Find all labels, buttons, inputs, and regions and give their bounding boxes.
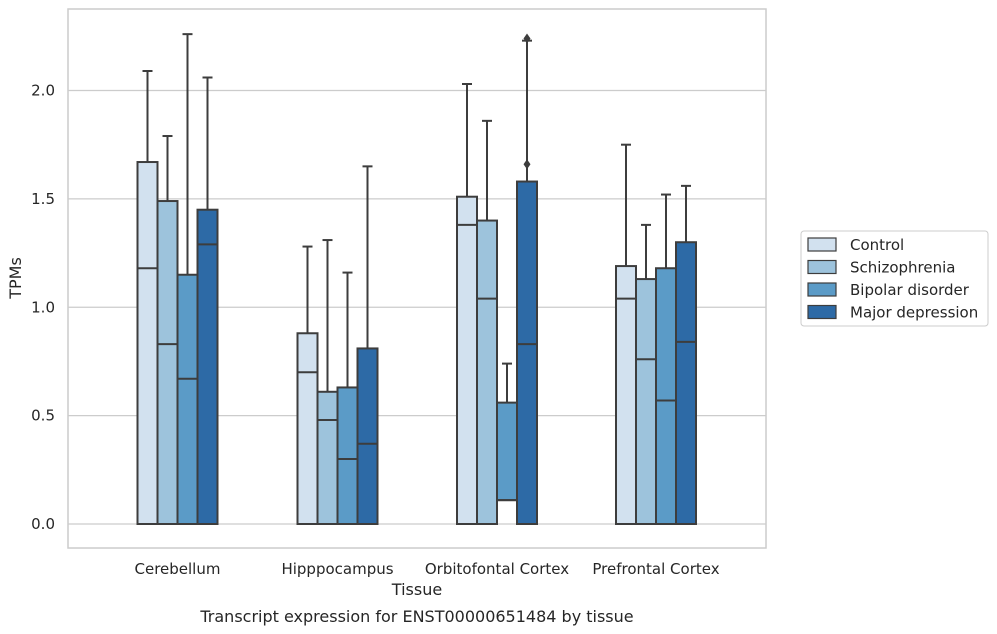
box-schizophrenia	[316, 239, 339, 525]
box-schizophrenia	[476, 119, 498, 526]
box-bipolar-disorder	[496, 362, 518, 502]
legend-label: Schizophrenia	[850, 259, 955, 277]
box-schizophrenia	[156, 135, 179, 525]
box	[296, 332, 319, 526]
box	[196, 208, 219, 525]
box-control	[136, 69, 159, 525]
outlier-point	[523, 159, 531, 170]
legend: Control Schizophrenia Bipolar disorder Majo…	[800, 230, 989, 327]
plot-area-frame	[67, 8, 767, 549]
box-major-depression	[675, 184, 697, 525]
chart-caption: Transcript expression for ENST0000065148…	[199, 607, 633, 626]
box	[615, 265, 637, 525]
y-tick-label: 0.0	[31, 515, 55, 533]
box	[635, 278, 657, 526]
box-bipolar-disorder	[176, 33, 199, 525]
y-tick-label: 1.0	[31, 298, 55, 316]
box-bipolar-disorder	[655, 193, 677, 525]
legend-swatch	[807, 259, 837, 275]
box-control	[456, 82, 478, 526]
box	[356, 347, 379, 525]
legend-label: Control	[850, 236, 904, 254]
legend-label: Bipolar disorder	[850, 281, 970, 299]
box	[136, 161, 159, 525]
box-control	[296, 245, 319, 526]
legend-label: Major depression	[850, 304, 978, 322]
box-plots	[136, 33, 697, 526]
box-major-depression	[516, 33, 538, 525]
y-tick-label: 0.5	[31, 407, 55, 425]
legend-swatch	[807, 237, 837, 252]
legend-frame	[800, 230, 989, 327]
box	[336, 386, 359, 526]
box	[156, 200, 179, 525]
box-control	[615, 143, 637, 525]
box	[496, 401, 518, 502]
y-axis-label: TPMs	[6, 257, 25, 300]
x-tick-label: Prefrontal Cortex	[592, 560, 719, 578]
legend-swatch	[807, 304, 837, 320]
y-axis-ticks: 0.0 0.5 1.0 1.5 2.0	[31, 82, 55, 534]
box	[655, 267, 677, 525]
box-schizophrenia	[635, 223, 657, 526]
box	[516, 180, 538, 525]
legend-swatch	[807, 282, 837, 297]
box	[316, 390, 339, 525]
box	[456, 195, 478, 526]
y-tick-label: 2.0	[31, 82, 55, 100]
box-bipolar-disorder	[336, 271, 359, 526]
x-axis-ticks: Cerebellum Hipppocampus Orbitofontal Corte…	[135, 560, 720, 578]
y-tick-label: 1.5	[31, 190, 55, 208]
x-axis-label: Tissue	[391, 580, 442, 599]
outlier-point	[523, 33, 531, 44]
box-major-depression	[356, 165, 379, 525]
x-tick-label: Orbitofontal Cortex	[425, 560, 569, 578]
box	[476, 219, 498, 526]
box	[675, 241, 697, 525]
box-major-depression	[196, 76, 219, 525]
x-tick-label: Cerebellum	[135, 560, 221, 578]
x-tick-label: Hipppocampus	[281, 560, 393, 578]
box	[176, 273, 199, 525]
